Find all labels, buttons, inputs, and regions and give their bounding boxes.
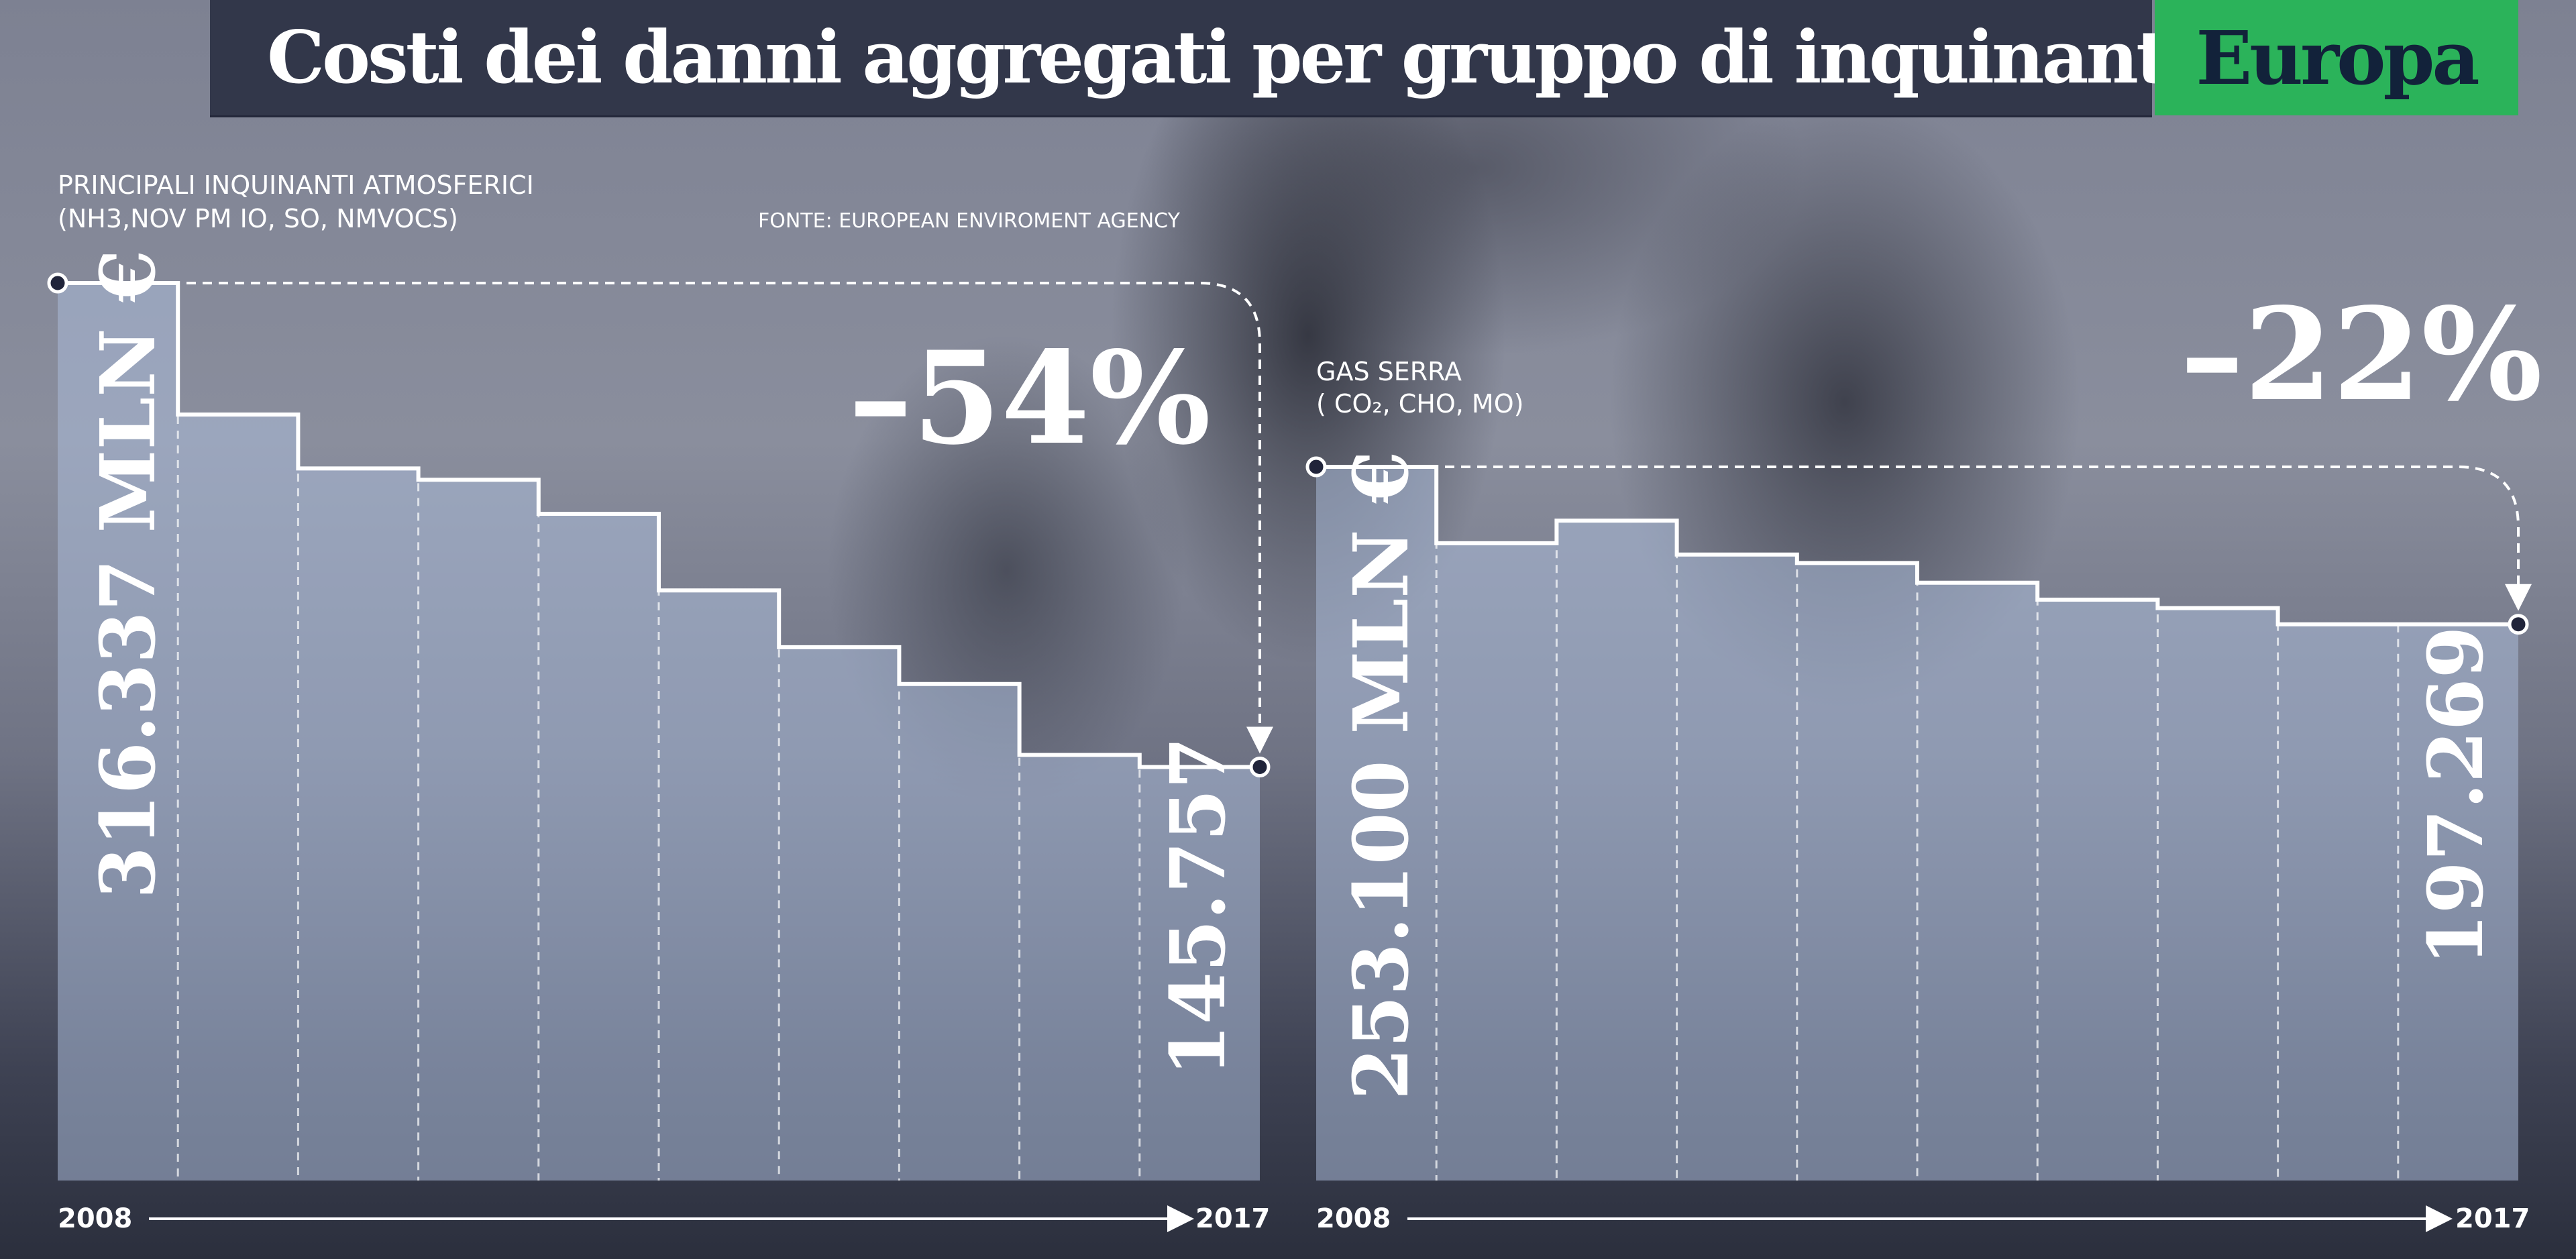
region-badge: Europa	[2155, 0, 2518, 115]
chart2-x-end: 2017	[2455, 1203, 2530, 1234]
chart2-start-label: 253.100 MLN €	[1338, 451, 1426, 1100]
chart2-bar-7	[2157, 608, 2278, 1181]
chart1-end-label: 145.757	[1155, 736, 1242, 1077]
chart1-step-line	[58, 281, 1260, 769]
chart2-bar-0	[1316, 467, 1437, 1181]
chart2-bar-8	[2277, 624, 2398, 1181]
chart2-label-line1: GAS SERRA	[1316, 357, 1462, 386]
chart2-change-connector	[1316, 466, 2532, 611]
chart2-start-dot	[1305, 456, 1327, 478]
chart1-bar-5	[659, 590, 780, 1181]
chart2-bar-4	[1796, 563, 1917, 1181]
chart2-step-line	[1316, 465, 2518, 626]
chart1-change-connector	[58, 282, 1273, 754]
chart2-end-label: 197.269	[2412, 626, 2500, 966]
chart1-bar-8	[1019, 755, 1140, 1181]
chart1-x-end: 2017	[1195, 1203, 1270, 1234]
chart2-bar-5	[1917, 582, 2038, 1181]
chart2-label-line2: ( CO₂, CHO, MO)	[1316, 389, 1524, 419]
chart1-bar-7	[899, 683, 1020, 1181]
chart1-change-label: –54%	[849, 323, 1211, 473]
title-bar: Costi dei danni aggregati per gruppo di …	[210, 0, 2194, 117]
chart1-bar-0	[58, 283, 178, 1181]
chart1-bar-2	[298, 468, 419, 1181]
chart1-x-start: 2008	[58, 1203, 132, 1234]
chart2-bar-2	[1556, 521, 1677, 1181]
chart2-bar-9	[2398, 624, 2518, 1181]
chart-greenhouse-gases	[1305, 456, 2532, 1232]
chart1-bar-9	[1139, 767, 1260, 1181]
chart1-label-line1: PRINCIPALI INQUINANTI ATMOSFERICI	[58, 170, 534, 200]
chart2-end-dot	[2508, 614, 2529, 635]
chart1-bar-4	[538, 514, 659, 1181]
source-note: FONTE: EUROPEAN ENVIROMENT AGENCY	[758, 209, 1180, 233]
chart2-bar-1	[1436, 543, 1557, 1181]
chart1-bar-1	[178, 414, 299, 1181]
chart2-x-start: 2008	[1316, 1203, 1391, 1234]
chart2-bar-3	[1676, 554, 1797, 1181]
chart1-start-label: 316.337 MLN €	[85, 250, 172, 899]
page-title: Costi dei danni aggregati per gruppo di …	[267, 15, 2194, 100]
chart1-start-dot	[47, 272, 68, 294]
chart1-label-line2: (NH3,NOV PM IO, SO, NMVOCS)	[58, 204, 458, 233]
chart1-end-dot	[1249, 756, 1271, 777]
chart1-bar-3	[418, 480, 539, 1181]
chart-pollutants	[47, 272, 1273, 1232]
region-label: Europa	[2196, 14, 2479, 101]
chart1-bar-6	[779, 647, 900, 1181]
chart2-change-label: –22%	[2180, 280, 2542, 429]
chart2-bar-6	[2037, 600, 2158, 1181]
